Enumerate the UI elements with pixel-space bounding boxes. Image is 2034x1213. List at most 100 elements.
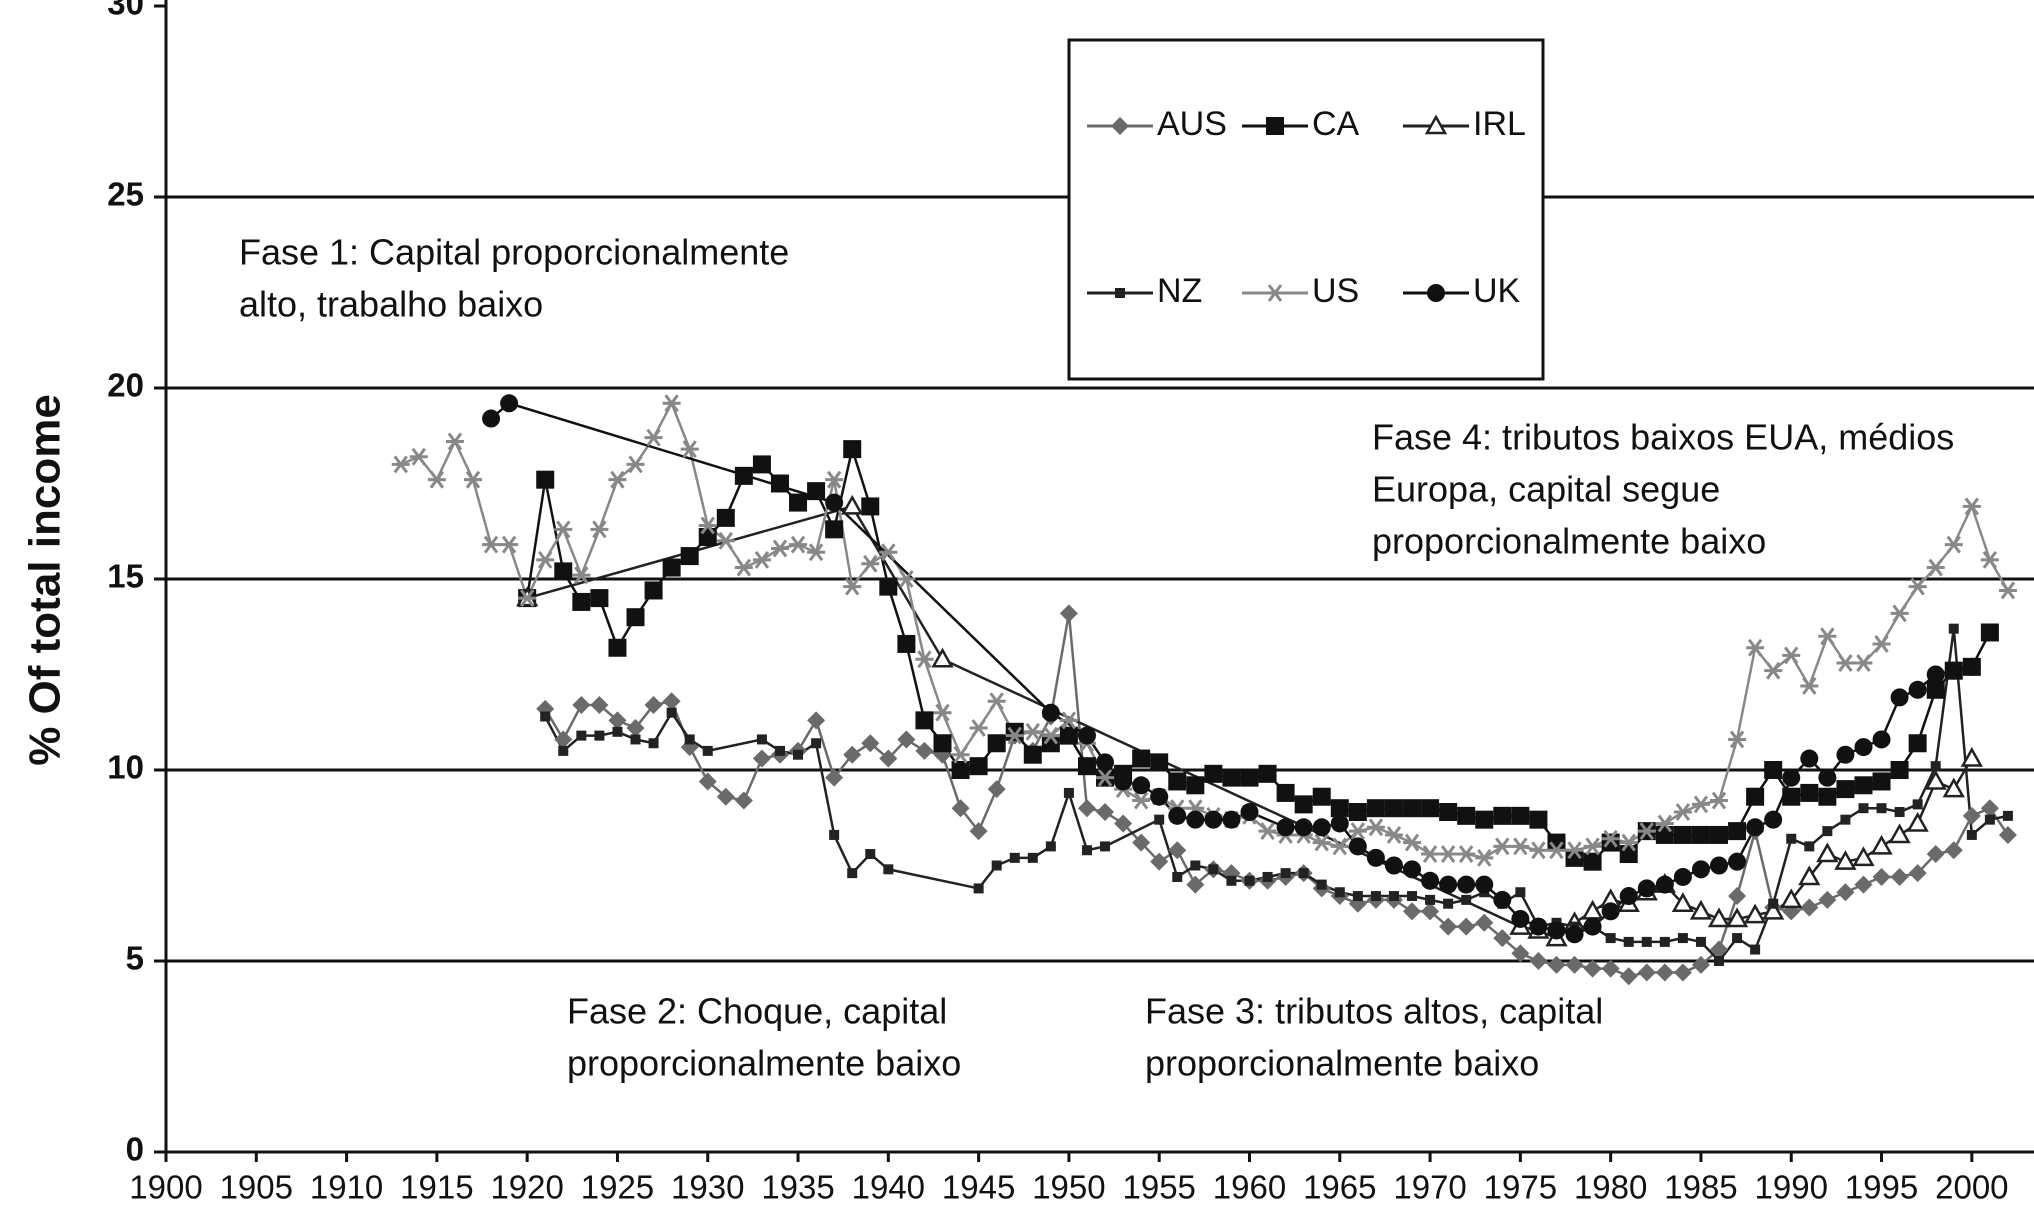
data-marker [1096,803,1115,822]
data-marker [594,730,605,741]
data-marker [590,589,609,608]
data-marker [1511,944,1530,963]
series-line [525,444,1991,864]
data-marker [1764,761,1783,779]
data-marker [1023,745,1042,764]
data-marker [409,447,428,466]
data-marker [1352,891,1363,902]
x-tick-label: 1910 [310,1169,383,1206]
data-marker [1027,852,1038,863]
data-marker [1942,777,1965,798]
data-marker [1581,899,1604,920]
y-tick-label: 10 [107,749,144,786]
data-marker [1890,688,1909,707]
data-marker [540,711,551,722]
data-marker [1800,749,1819,768]
data-marker [825,470,844,489]
data-marker [1493,929,1512,948]
data-marker [1798,865,1821,886]
y-axis-label: % Of total income [21,394,70,766]
data-marker [1244,875,1255,886]
data-marker [1529,917,1548,936]
data-marker [897,730,916,749]
data-marker [1186,875,1205,894]
data-marker [931,647,954,668]
data-marker [915,741,934,760]
annotation: Fase 1: Capital proporcionalmente [239,232,789,273]
data-marker [1637,963,1656,982]
data-marker [1710,825,1729,844]
data-marker [829,829,840,840]
data-marker [1384,856,1403,875]
data-marker [789,493,808,512]
data-marker [716,531,735,550]
data-marker [1370,891,1381,902]
data-marker [987,692,1006,711]
data-marker [1944,661,1963,680]
data-marker [991,860,1002,871]
data-marker [1870,834,1893,855]
data-marker [1172,871,1183,882]
legend-marker [1424,114,1448,135]
data-marker [626,608,645,627]
data-marker [1912,799,1923,810]
data-marker [915,650,934,669]
data-marker [680,440,699,459]
data-marker [1872,772,1891,791]
data-marker [774,745,785,756]
data-marker [1059,711,1078,730]
data-marker [572,566,591,585]
data-marker [1457,875,1476,894]
x-tick-label: 1930 [671,1169,744,1206]
legend-marker [1115,288,1125,298]
y-tick-label: 15 [107,558,144,595]
legend-label: AUS [1157,105,1227,143]
data-marker [1926,558,1945,577]
data-marker [1804,841,1815,852]
data-marker [1980,623,1999,642]
legend-box [1067,38,1545,381]
data-marker [1854,738,1873,757]
x-tick-label: 1995 [1845,1169,1918,1206]
data-marker [1854,776,1873,795]
data-marker [973,883,984,894]
data-marker [1150,753,1169,772]
data-marker [1493,837,1512,856]
legend-marker [1111,117,1129,135]
x-tick-label: 1925 [581,1169,654,1206]
data-marker [1728,822,1747,841]
data-marker [1168,841,1187,860]
data-marker [1403,902,1422,921]
x-tick-label: 1900 [129,1169,202,1206]
data-marker [1186,810,1205,829]
data-marker [608,711,627,730]
data-marker [1059,604,1078,623]
data-marker [1714,956,1725,966]
data-marker [1475,848,1494,867]
annotation: proporcionalmente baixo [1145,1043,1539,1084]
data-marker [1425,894,1436,905]
data-marker [558,745,569,756]
data-marker [1637,822,1656,841]
data-marker [1746,787,1765,806]
data-marker [1691,955,1710,974]
y-tick-label: 20 [107,367,144,404]
y-tick-label: 0 [126,1131,144,1168]
data-marker [1673,803,1692,821]
data-marker [1725,907,1749,928]
data-marker [1294,818,1313,837]
annotation: Fase 2: Choque, capital [567,991,947,1032]
data-marker [1962,657,1981,676]
data-marker [1800,677,1819,695]
data-marker [1888,823,1911,844]
data-marker [1475,875,1494,894]
data-marker [1294,795,1313,814]
data-marker [644,581,663,600]
data-marker [1728,852,1747,871]
data-marker [879,543,898,562]
data-marker [1836,883,1855,902]
data-marker [1834,850,1857,870]
data-marker [1732,933,1743,944]
data-marker [1511,909,1530,928]
data-marker [734,466,753,485]
